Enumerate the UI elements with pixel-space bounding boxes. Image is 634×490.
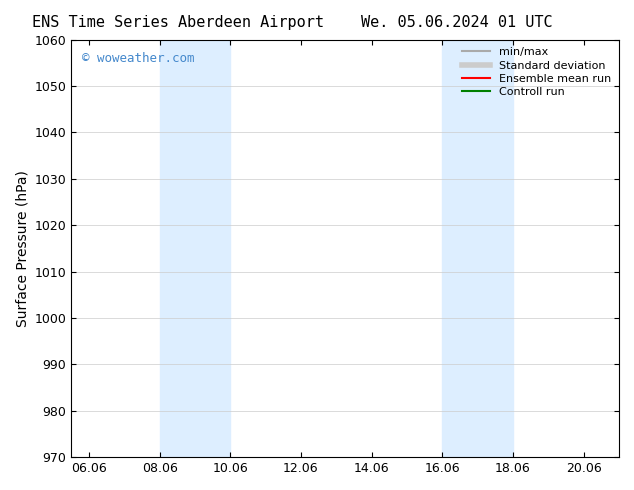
Y-axis label: Surface Pressure (hPa): Surface Pressure (hPa)	[15, 170, 29, 327]
Text: ENS Time Series Aberdeen Airport: ENS Time Series Aberdeen Airport	[32, 15, 323, 30]
Bar	[443, 40, 513, 457]
Bar	[160, 40, 230, 457]
Text: © woweather.com: © woweather.com	[82, 52, 195, 65]
Text: We. 05.06.2024 01 UTC: We. 05.06.2024 01 UTC	[361, 15, 552, 30]
Legend: min/max, Standard deviation, Ensemble mean run, Controll run: min/max, Standard deviation, Ensemble me…	[458, 43, 616, 102]
